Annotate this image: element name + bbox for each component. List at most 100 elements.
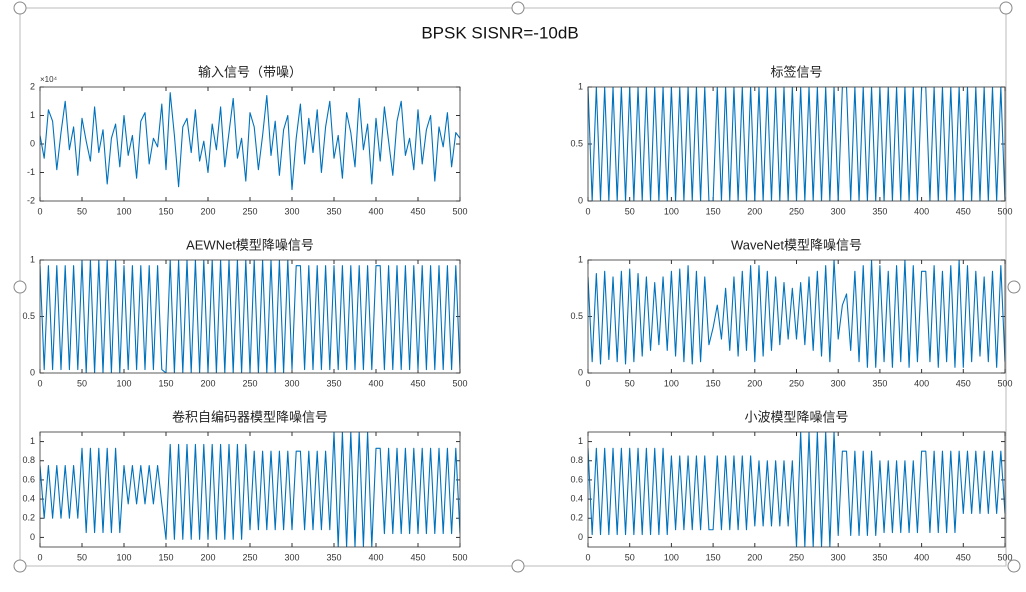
x-tick-label: 350 (872, 552, 887, 562)
x-tick-label: 500 (997, 206, 1012, 216)
x-tick-label: 300 (284, 552, 299, 562)
x-tick-label: 100 (116, 552, 131, 562)
x-tick-label: 200 (200, 552, 215, 562)
x-tick-label: 0 (37, 206, 42, 216)
y-tick-label: 0 (578, 367, 583, 377)
x-tick-label: 350 (326, 552, 341, 562)
x-tick-label: 0 (37, 378, 42, 388)
y-tick-label: 1 (30, 254, 35, 264)
x-tick-label: 150 (158, 206, 173, 216)
handle[interactable] (999, 1, 1013, 15)
plot-area (40, 260, 460, 373)
x-tick-label: 50 (77, 552, 87, 562)
plot-lines (588, 432, 1005, 547)
y-tick-label: 0.5 (22, 311, 35, 321)
y-tick-label: 0.5 (570, 138, 583, 148)
y-tick-label: 0.4 (22, 493, 35, 503)
signal-line (40, 260, 460, 373)
handle[interactable] (511, 1, 525, 15)
plot-area (40, 87, 460, 201)
x-tick-label: 450 (410, 552, 425, 562)
x-tick-label: 350 (872, 206, 887, 216)
axes-box (587, 259, 1006, 374)
y-tick-label: 0 (578, 195, 583, 205)
y-tick-label: 1 (30, 436, 35, 446)
x-tick-label: 150 (158, 552, 173, 562)
x-tick-label: 100 (116, 378, 131, 388)
handle[interactable] (13, 1, 27, 15)
x-tick-label: 0 (585, 206, 590, 216)
subplot-title: 小波模型降噪信号 (744, 409, 848, 424)
x-tick-label: 200 (747, 378, 762, 388)
x-tick-label: 500 (452, 206, 467, 216)
plot-area (588, 432, 1005, 547)
x-tick-label: 400 (368, 552, 383, 562)
y-tick-label: 1 (578, 436, 583, 446)
x-tick-label: 450 (956, 378, 971, 388)
x-tick-label: 200 (747, 552, 762, 562)
x-tick-label: 450 (956, 552, 971, 562)
signal-line (588, 87, 1005, 201)
handle[interactable] (511, 559, 525, 573)
x-tick-label: 50 (625, 378, 635, 388)
figure-title: BPSK SISNR=-10dB (421, 23, 578, 42)
signal-line (588, 260, 1005, 368)
x-tick-label: 250 (242, 206, 257, 216)
axes-box (587, 431, 1006, 548)
x-tick-label: 100 (664, 552, 679, 562)
x-tick-label: 400 (914, 378, 929, 388)
handle[interactable] (1007, 280, 1021, 294)
y-tick-label: 0 (578, 532, 583, 542)
y-multiplier: ×10⁴ (40, 75, 58, 84)
signal-line (588, 432, 1005, 547)
x-tick-label: 500 (452, 378, 467, 388)
x-tick-label: 450 (410, 378, 425, 388)
y-tick-label: 1 (30, 110, 35, 120)
axes-box (587, 86, 1006, 202)
y-tick-label: 0.4 (570, 493, 583, 503)
y-tick-label: 0.2 (22, 513, 35, 523)
x-tick-label: 150 (706, 206, 721, 216)
x-tick-label: 300 (831, 206, 846, 216)
y-tick-label: 0.5 (570, 311, 583, 321)
plot-area (588, 87, 1005, 201)
signal-line (40, 432, 460, 547)
subplot-title: WaveNet模型降噪信号 (731, 237, 862, 252)
x-tick-label: 450 (956, 206, 971, 216)
x-tick-label: 300 (831, 378, 846, 388)
y-tick-label: 0.6 (22, 474, 35, 484)
x-tick-label: 500 (997, 378, 1012, 388)
y-tick-label: 1 (578, 254, 583, 264)
subplot-title: AEWNet模型降噪信号 (186, 237, 314, 252)
y-tick-label: 0.8 (22, 455, 35, 465)
x-tick-label: 250 (242, 378, 257, 388)
x-tick-label: 0 (585, 378, 590, 388)
x-tick-label: 150 (706, 552, 721, 562)
plot-lines (40, 92, 460, 191)
x-tick-label: 350 (326, 206, 341, 216)
x-tick-label: 50 (625, 552, 635, 562)
x-tick-label: 300 (284, 378, 299, 388)
subplot-title: 输入信号（带噪） (198, 64, 302, 79)
plot-lines (40, 432, 460, 547)
x-tick-label: 300 (831, 552, 846, 562)
selection-handles (13, 1, 1021, 573)
x-tick-label: 0 (585, 552, 590, 562)
x-tick-label: 50 (77, 378, 87, 388)
x-tick-label: 400 (914, 552, 929, 562)
x-tick-label: 50 (77, 206, 87, 216)
x-tick-label: 200 (747, 206, 762, 216)
x-tick-label: 100 (116, 206, 131, 216)
x-tick-label: 500 (452, 552, 467, 562)
x-tick-label: 350 (872, 378, 887, 388)
handle[interactable] (13, 559, 27, 573)
x-tick-label: 200 (200, 378, 215, 388)
handle[interactable] (1007, 559, 1021, 573)
x-tick-label: 400 (368, 206, 383, 216)
x-tick-label: 50 (625, 206, 635, 216)
y-tick-label: 0 (30, 138, 35, 148)
x-tick-label: 100 (664, 206, 679, 216)
handle[interactable] (13, 280, 27, 294)
x-tick-label: 100 (664, 378, 679, 388)
